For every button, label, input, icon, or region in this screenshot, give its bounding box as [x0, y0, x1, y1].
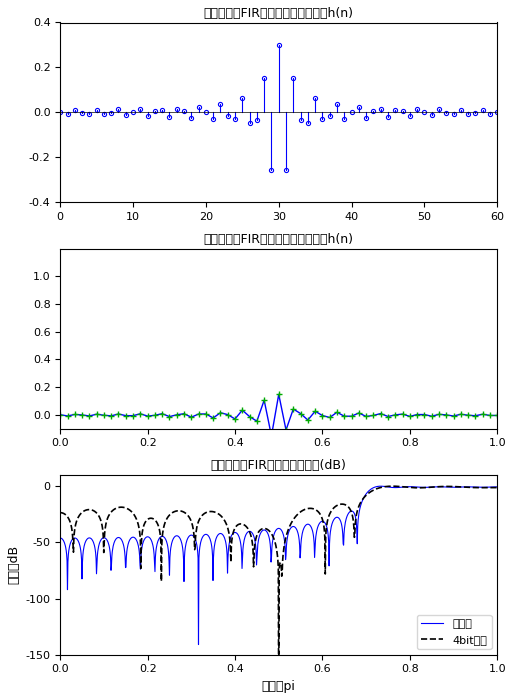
量化前: [430, 483, 436, 491]
量化前: [407, 482, 413, 491]
Title: 频率抽样型FIR滤波器频率响应(dB): 频率抽样型FIR滤波器频率响应(dB): [211, 459, 347, 473]
X-axis label: 单位：pi: 单位：pi: [262, 680, 295, 693]
量化前: [494, 483, 500, 491]
量化前: [228, 533, 234, 541]
量化前: [199, 534, 205, 542]
量化前: [378, 482, 384, 491]
量化前: [66, 547, 72, 555]
Title: 频率抽样型FIR滤波器单位冲击响应h(n): 频率抽样型FIR滤波器单位冲击响应h(n): [204, 7, 354, 20]
量化前: [195, 640, 202, 649]
Title: 频率抽样型FIR滤波器单位阶跃响应h(n): 频率抽样型FIR滤波器单位阶跃响应h(n): [204, 233, 354, 246]
4bit量化: [407, 483, 413, 491]
4bit量化: [199, 512, 205, 520]
4bit量化: [57, 508, 63, 517]
Line: 量化前: 量化前: [60, 486, 497, 645]
4bit量化: [269, 531, 275, 539]
4bit量化: [227, 547, 233, 555]
4bit量化: [66, 514, 72, 523]
4bit量化: [430, 483, 436, 491]
Legend: 量化前, 4bit量化: 量化前, 4bit量化: [417, 615, 491, 649]
4bit量化: [389, 482, 396, 491]
4bit量化: [494, 484, 500, 492]
Y-axis label: 单位：dB: 单位：dB: [7, 545, 20, 584]
Line: 4bit量化: 4bit量化: [60, 486, 497, 700]
量化前: [269, 539, 275, 547]
量化前: [57, 534, 63, 542]
